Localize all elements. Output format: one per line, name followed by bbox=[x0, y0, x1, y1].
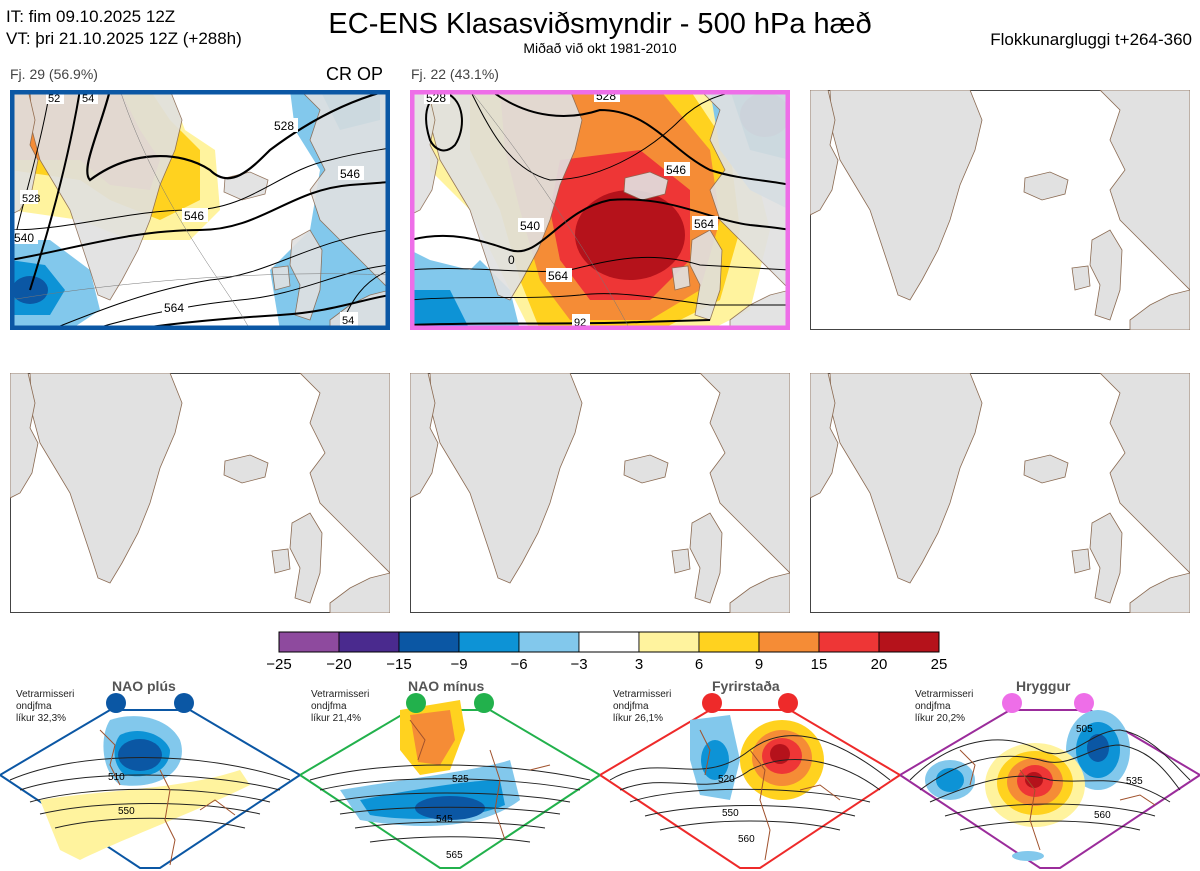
regime-title-nao-plus: NAO plús bbox=[112, 678, 176, 694]
colorbar-tick-label: −6 bbox=[510, 656, 528, 673]
colorbar-cell bbox=[638, 631, 700, 653]
regime-map-blocking: 520 550 560 bbox=[600, 693, 900, 869]
contour-label: 528 bbox=[22, 193, 40, 205]
contour-label: 564 bbox=[548, 269, 568, 283]
contour-label: 565 bbox=[446, 850, 463, 861]
cluster-map-2: 528 546 564 540 564 0 528 92 bbox=[410, 90, 790, 330]
contour-label: 510 bbox=[108, 772, 125, 783]
colorbar-cell bbox=[458, 631, 520, 653]
contour-label: 545 bbox=[436, 814, 453, 825]
regime-info-ridge: Vetrarmisseri ondjfma líkur 20,2% bbox=[915, 689, 974, 724]
colorbar-cell bbox=[278, 631, 340, 653]
colorbar-cell bbox=[758, 631, 820, 653]
colorbar-tick-label: 25 bbox=[930, 656, 948, 673]
colorbar-cell bbox=[338, 631, 400, 653]
contour-label: 528 bbox=[274, 119, 294, 133]
colorbar-tick-label: 9 bbox=[754, 656, 764, 673]
contour-label: 550 bbox=[118, 806, 135, 817]
page-title: EC-ENS Klasasviðsmyndir - 500 hPa hæð bbox=[328, 8, 872, 40]
cluster-map-5 bbox=[410, 373, 790, 613]
panel-2-label: Fj. 22 (43.1%) bbox=[411, 66, 499, 82]
contour-label: 564 bbox=[694, 217, 714, 231]
colorbar-cell bbox=[698, 631, 760, 653]
regime-info-nao-plus: Vetrarmisseri ondjfma líkur 32,3% bbox=[16, 689, 75, 724]
colorbar-tick-label: −15 bbox=[386, 656, 412, 673]
colorbar-tick-label: −25 bbox=[266, 656, 292, 673]
cluster-map-4 bbox=[10, 373, 390, 613]
regime-map-nao-plus: 510 550 bbox=[0, 693, 300, 869]
contour-label: 52 bbox=[48, 93, 60, 105]
cluster-map-1: 528 546 528 546 564 540 52 54 54 bbox=[10, 90, 390, 330]
initial-time: IT: fim 09.10.2025 12Z bbox=[6, 7, 176, 26]
page-subtitle: Miðað við okt 1981-2010 bbox=[523, 40, 677, 56]
contour-label: 54 bbox=[342, 315, 354, 327]
contour-label: 535 bbox=[1126, 776, 1143, 787]
colorbar-tick-label: −9 bbox=[450, 656, 468, 673]
contour-label: 546 bbox=[340, 167, 360, 181]
contour-label: 560 bbox=[738, 834, 755, 845]
contour-label: 525 bbox=[452, 774, 469, 785]
colorbar-cell bbox=[398, 631, 460, 653]
contour-label: 546 bbox=[184, 209, 204, 223]
contour-label: 564 bbox=[164, 301, 184, 315]
regime-map-nao-minus: 525 545 565 bbox=[300, 693, 600, 869]
colorbar-tick-label: −20 bbox=[326, 656, 352, 673]
regime-title-nao-minus: NAO mínus bbox=[408, 678, 485, 694]
colorbar-tick-label: 15 bbox=[810, 656, 828, 673]
contour-label: 0 bbox=[508, 253, 515, 267]
colorbar-tick-label: 6 bbox=[694, 656, 704, 673]
valid-time: VT: þri 21.10.2025 12Z (+288h) bbox=[6, 29, 242, 48]
regime-title-ridge: Hryggur bbox=[1016, 678, 1071, 694]
anomaly-colorbar bbox=[278, 631, 940, 653]
colorbar-tick-label: 20 bbox=[870, 656, 888, 673]
classification-window: Flokkunargluggi t+264-360 bbox=[990, 30, 1192, 49]
colorbar-cell bbox=[878, 631, 940, 653]
regime-info-nao-minus: Vetrarmisseri ondjfma líkur 21,4% bbox=[311, 689, 370, 724]
panel-1-label: Fj. 29 (56.9%) bbox=[10, 66, 98, 82]
contour-label: 505 bbox=[1076, 724, 1093, 735]
regime-title-blocking: Fyrirstaða bbox=[712, 678, 780, 694]
cluster-map-3 bbox=[810, 90, 1190, 330]
regime-map-ridge: 505 535 560 bbox=[900, 693, 1200, 869]
contour-label: 560 bbox=[1094, 810, 1111, 821]
cluster-map-6 bbox=[810, 373, 1190, 613]
colorbar-tick-label: −3 bbox=[570, 656, 588, 673]
panel-1-tag: CR OP bbox=[326, 64, 384, 84]
contour-label: 540 bbox=[14, 231, 34, 245]
contour-label: 550 bbox=[722, 808, 739, 819]
contour-label: 54 bbox=[82, 93, 94, 105]
contour-label: 546 bbox=[666, 163, 686, 177]
colorbar-cell bbox=[818, 631, 880, 653]
header-info: IT: fim 09.10.2025 12Z VT: þri 21.10.202… bbox=[6, 6, 242, 50]
colorbar-cell bbox=[578, 631, 640, 653]
regime-info-blocking: Vetrarmisseri ondjfma líkur 26,1% bbox=[613, 689, 672, 724]
colorbar-cell bbox=[518, 631, 580, 653]
contour-label: 520 bbox=[718, 774, 735, 785]
contour-label: 540 bbox=[520, 219, 540, 233]
colorbar-tick-label: 3 bbox=[634, 656, 644, 673]
